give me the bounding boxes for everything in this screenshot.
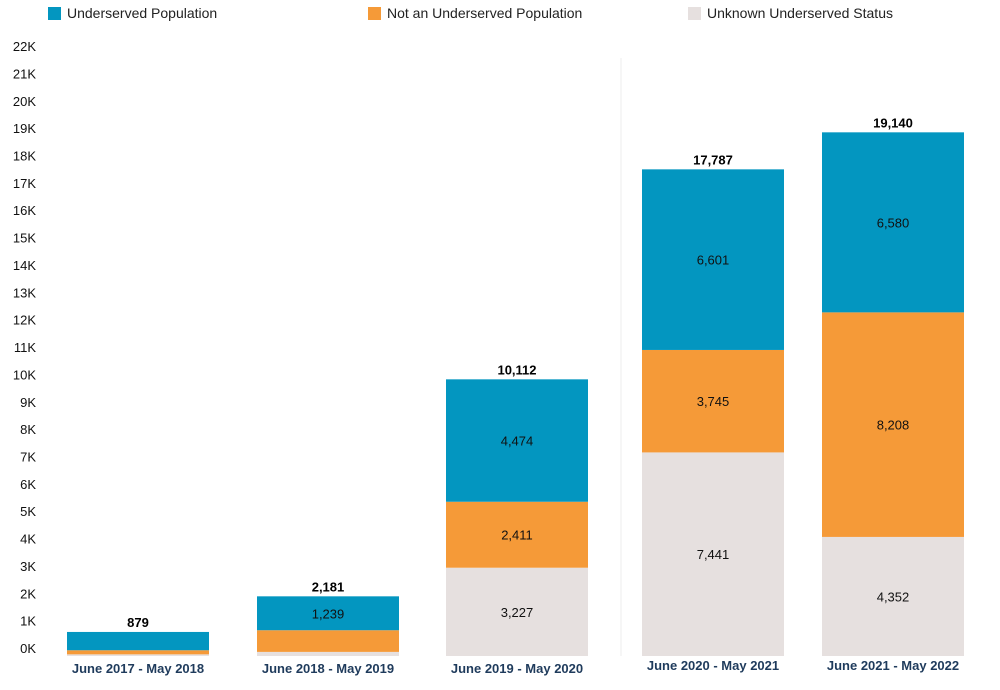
data-label-not-an-underserved-population: 2,411: [501, 528, 533, 543]
total-label: 19,140: [873, 115, 913, 130]
bar-underserved-population-0: [67, 631, 209, 651]
legend-item-unknown[interactable]: Unknown Underserved Status: [688, 5, 893, 21]
y-tick-label: 10K: [13, 367, 36, 382]
legend-label-not-underserved: Not an Underserved Population: [387, 5, 583, 21]
y-tick-label: 22K: [13, 39, 36, 54]
x-category-label: June 2017 - May 2018: [72, 661, 204, 676]
bar-not-an-underserved-population-2: [446, 501, 588, 568]
data-label-not-an-underserved-population: 3,745: [697, 394, 730, 409]
bar-underserved-population-4: [822, 132, 964, 313]
y-tick-label: 16K: [13, 203, 36, 218]
legend-swatch-not-underserved: [368, 6, 381, 20]
bar-not-an-underserved-population-0: [67, 650, 209, 655]
y-tick-label: 1K: [20, 614, 36, 629]
data-label-underserved-population: 1,239: [312, 606, 345, 621]
bar-not-an-underserved-population-1: [257, 630, 399, 652]
y-tick-label: 3K: [20, 559, 36, 574]
total-label: 17,787: [693, 152, 733, 167]
total-label: 2,181: [312, 579, 345, 594]
x-category-label: June 2019 - May 2020: [451, 661, 583, 676]
legend-label-unknown: Unknown Underserved Status: [707, 5, 893, 21]
legend-item-not-underserved[interactable]: Not an Underserved Population: [368, 5, 582, 21]
data-label-underserved-population: 6,601: [697, 253, 730, 268]
y-tick-label: 12K: [13, 313, 36, 328]
y-tick-label: 8K: [20, 422, 36, 437]
bar-unknown-underserved-status-1: [257, 651, 399, 656]
bar-unknown-underserved-status-2: [446, 567, 588, 656]
total-label: 879: [127, 615, 149, 630]
y-tick-label: 2K: [20, 586, 36, 601]
legend: Underserved Population Not an Underserve…: [0, 5, 1000, 23]
y-tick-label: 11K: [14, 340, 36, 355]
y-tick-label: 21K: [13, 66, 36, 81]
data-label-underserved-population: 4,474: [501, 434, 534, 449]
y-tick-label: 18K: [13, 149, 36, 164]
bar-not-an-underserved-population-3: [642, 349, 784, 453]
y-tick-label: 14K: [13, 258, 36, 273]
x-category-label: June 2018 - May 2019: [262, 661, 394, 676]
bar-underserved-population-1: [257, 596, 399, 631]
y-tick-label: 5K: [20, 504, 36, 519]
data-label-unknown-underserved-status: 3,227: [501, 605, 534, 620]
y-tick-label: 6K: [20, 477, 36, 492]
data-label-unknown-underserved-status: 4,352: [877, 589, 910, 604]
y-tick-label: 0K: [20, 641, 36, 656]
bar-not-an-underserved-population-4: [822, 312, 964, 537]
x-category-label: June 2021 - May 2022: [827, 658, 959, 673]
legend-swatch-underserved: [48, 6, 61, 20]
bar-unknown-underserved-status-3: [642, 452, 784, 656]
y-tick-label: 20K: [13, 94, 36, 109]
data-label-not-an-underserved-population: 8,208: [877, 418, 910, 433]
x-category-label: June 2020 - May 2021: [647, 658, 779, 673]
total-label: 10,112: [497, 362, 536, 377]
y-tick-label: 4K: [20, 532, 36, 547]
y-tick-label: 9K: [20, 395, 36, 410]
bar-underserved-population-3: [642, 169, 784, 350]
legend-item-underserved[interactable]: Underserved Population: [48, 5, 217, 21]
data-label-unknown-underserved-status: 7,441: [697, 547, 730, 562]
data-label-underserved-population: 6,580: [877, 215, 910, 230]
legend-swatch-unknown: [688, 6, 701, 20]
y-tick-label: 13K: [13, 285, 36, 300]
y-tick-label: 19K: [13, 121, 36, 136]
bar-unknown-underserved-status-4: [822, 536, 964, 656]
y-tick-label: 17K: [13, 176, 36, 191]
bar-underserved-population-2: [446, 379, 588, 502]
y-tick-label: 15K: [13, 231, 36, 246]
y-tick-label: 7K: [20, 449, 36, 464]
bar-unknown-underserved-status-0: [67, 654, 209, 656]
legend-label-underserved: Underserved Population: [67, 5, 218, 21]
